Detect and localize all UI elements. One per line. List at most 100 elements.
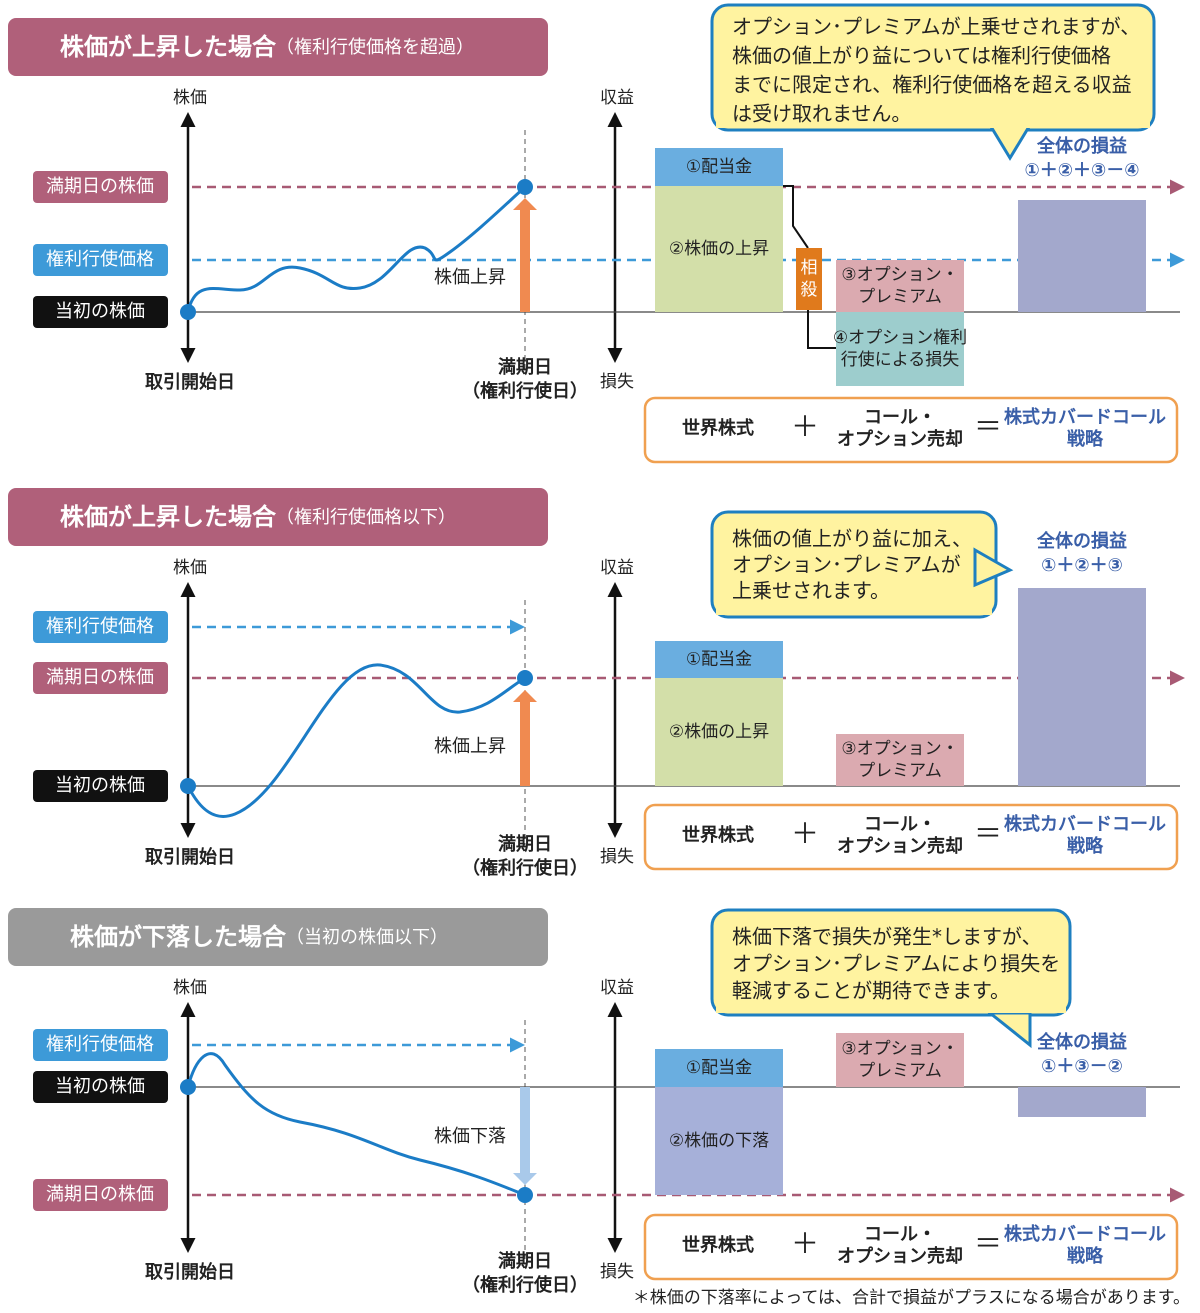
offset-tag <box>796 248 822 310</box>
pl-box <box>655 1087 783 1195</box>
move-arrow-head <box>513 690 537 702</box>
pl-box-label: プレミアム <box>858 287 942 307</box>
start-point <box>180 304 196 320</box>
footnote: ＊株価の下落率によっては、合計で損益がプラスになる場合があります。 <box>633 1288 1190 1308</box>
strategy-plus: ＋ <box>791 817 819 850</box>
header-title: 株価が上昇した場合 <box>60 503 277 531</box>
strategy-plus: ＋ <box>791 410 819 443</box>
total-formula: ①＋③－② <box>1041 1056 1123 1077</box>
pl-box <box>655 1049 783 1087</box>
total-box <box>1018 1087 1146 1117</box>
level-tag <box>33 1029 168 1061</box>
level-tag <box>33 611 168 643</box>
level-label: 当初の株価 <box>55 1076 145 1097</box>
pl-box-label: ②株価の上昇 <box>669 239 769 259</box>
callout-tail <box>973 547 1014 588</box>
strategy-stock: 世界株式 <box>682 824 754 846</box>
callout-tail-cover <box>716 609 992 615</box>
right-axis-label: 損失 <box>600 1262 634 1282</box>
pl-box-label: ③オプション・ <box>841 1039 958 1059</box>
offset-label: 殺 <box>801 280 818 300</box>
total-title: 全体の損益 <box>1036 530 1127 552</box>
total-formula: ①＋②＋③ <box>1041 555 1123 576</box>
pl-box <box>655 148 783 186</box>
level-label: 満期日の株価 <box>46 176 154 197</box>
start-label: 取引開始日 <box>145 371 235 393</box>
strategy-option: オプション売却 <box>837 428 963 450</box>
level-tag <box>33 1179 168 1211</box>
header-bar <box>8 908 548 966</box>
callout-text: オプション･プレミアムにより損失を <box>732 952 1060 976</box>
right-axis-label: 収益 <box>600 558 634 578</box>
pl-box <box>655 641 783 678</box>
level-tag <box>33 171 168 203</box>
move-arrow-head <box>513 1173 537 1185</box>
callout-text: オプション･プレミアムが <box>732 553 961 577</box>
header-title: 株価が下落した場合 <box>70 923 287 951</box>
strategy-plus: ＋ <box>791 1227 819 1260</box>
move-arrow <box>520 208 530 312</box>
right-axis-label: 損失 <box>600 847 634 867</box>
header-title: 株価が上昇した場合 <box>60 33 277 61</box>
level-label: 権利行使価格 <box>46 249 154 270</box>
strategy-stock: 世界株式 <box>682 1234 754 1256</box>
right-axis-label: 収益 <box>600 978 634 998</box>
pl-box <box>836 312 964 386</box>
strategy-result: 株式カバードコール <box>1004 1223 1166 1245</box>
end-point <box>517 179 533 195</box>
strategy-option: コール・ <box>864 407 936 428</box>
right-axis-label: 損失 <box>600 372 634 392</box>
end-label: 満期日 <box>498 356 552 378</box>
start-point <box>180 1079 196 1095</box>
move-label: 株価上昇 <box>434 267 506 288</box>
header-subtitle: （権利行使価格を超過） <box>276 37 474 58</box>
pl-box-label: ④オプション権利 <box>833 328 967 348</box>
left-axis-label: 株価 <box>173 88 207 108</box>
strategy-result: 株式カバードコール <box>1004 406 1166 428</box>
strategy-result: 戦略 <box>1067 835 1104 857</box>
strategy-option: オプション売却 <box>837 835 963 857</box>
level-tag <box>33 296 168 328</box>
offset-label: 相 <box>801 258 818 278</box>
level-label: 満期日の株価 <box>46 667 154 688</box>
pl-box-label: 行使による損失 <box>841 349 960 370</box>
total-box <box>1018 588 1146 786</box>
level-label: 権利行使価格 <box>46 616 154 637</box>
callout-text: オプション･プレミアムが上乗せされますが、 <box>732 15 1140 39</box>
end-label: 満期日 <box>498 833 552 855</box>
callout-text: は受け取れません。 <box>732 102 911 126</box>
callout-tail <box>987 123 1033 161</box>
pl-box-label: ③オプション・ <box>841 265 958 285</box>
pl-box <box>836 734 964 786</box>
pl-box-label: ③オプション・ <box>841 739 958 759</box>
strategy-option: オプション売却 <box>837 1245 963 1267</box>
level-tag <box>33 770 168 802</box>
strategy-result: 株式カバードコール <box>1004 813 1166 835</box>
pl-box-label: ①配当金 <box>686 157 752 177</box>
end-label: （権利行使日） <box>462 857 588 879</box>
header: 株価が上昇した場合（権利行使価格以下） <box>60 503 456 531</box>
end-label: （権利行使日） <box>462 380 588 402</box>
callout-tail-cover <box>716 1007 1066 1013</box>
total-formula: ①＋②＋③－④ <box>1025 160 1140 181</box>
pl-box-label: ②株価の下落 <box>669 1131 769 1151</box>
level-tag <box>33 244 168 276</box>
strategy-stock: 世界株式 <box>682 417 754 439</box>
strategy-option: コール・ <box>864 1224 936 1245</box>
level-label: 当初の株価 <box>55 301 145 322</box>
callout-tail-cover <box>716 122 1150 128</box>
move-label: 株価上昇 <box>434 736 506 757</box>
callout-text: 上乗せされます。 <box>732 579 890 603</box>
header-bar <box>8 18 548 76</box>
move-arrow <box>520 1087 530 1175</box>
strategy-box <box>643 396 1179 464</box>
strategy-result: 戦略 <box>1067 1245 1104 1267</box>
pl-box-label: ①配当金 <box>686 1058 752 1078</box>
pl-box-label: プレミアム <box>858 1061 942 1081</box>
strategy-box <box>643 1213 1179 1281</box>
callout-tail <box>985 1011 1032 1049</box>
pl-box <box>655 678 783 786</box>
bracket <box>807 310 836 349</box>
total-title: 全体の損益 <box>1036 1031 1127 1053</box>
pl-box <box>655 186 783 312</box>
